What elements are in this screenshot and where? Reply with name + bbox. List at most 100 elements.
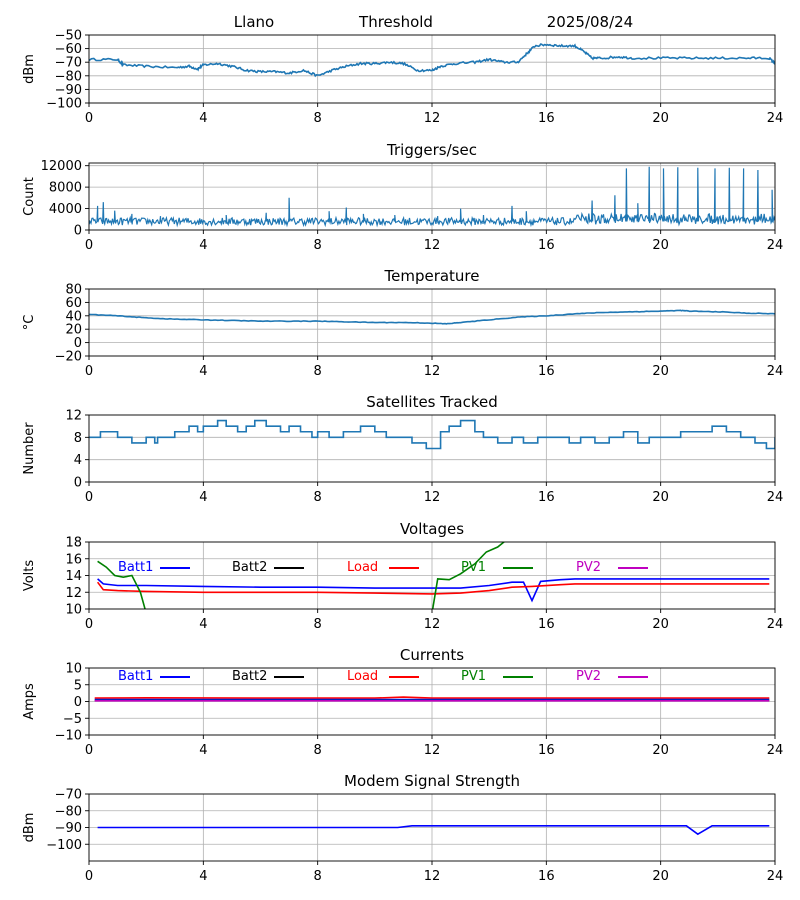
header-date: 2025/08/24 [547, 13, 633, 31]
y-axis-label: Volts [22, 560, 37, 592]
x-tick-label: 20 [652, 364, 669, 379]
y-tick-label: 0 [74, 336, 82, 351]
x-tick-label: 8 [314, 364, 322, 379]
legend-label-pv1: PV1 [461, 560, 486, 575]
chart-title: Satellites Tracked [366, 393, 497, 411]
y-axis-label: °C [22, 315, 37, 331]
y-tick-label: 16 [65, 552, 82, 567]
y-tick-label: −80 [55, 69, 82, 84]
x-tick-label: 8 [314, 111, 322, 126]
series-line-pv1b [431, 542, 506, 609]
y-axis-label: dBm [22, 54, 37, 84]
y-tick-label: 14 [65, 569, 82, 584]
x-tick-label: 4 [199, 238, 207, 253]
y-tick-label: 80 [65, 283, 82, 298]
x-tick-label: 16 [538, 743, 555, 758]
y-tick-label: −5 [63, 712, 82, 727]
x-tick-label: 4 [199, 111, 207, 126]
legend-label-batt2: Batt2 [232, 669, 267, 684]
plot-area [97, 825, 770, 836]
y-tick-label: −90 [55, 821, 82, 836]
y-tick-label: 0 [74, 476, 82, 491]
x-tick-label: 20 [652, 490, 669, 505]
x-tick-label: 24 [767, 111, 784, 126]
x-tick-label: 8 [314, 869, 322, 884]
y-tick-label: 5 [74, 678, 82, 693]
y-tick-label: 10 [65, 662, 82, 677]
x-tick-label: 8 [314, 490, 322, 505]
y-tick-label: 12000 [41, 159, 82, 174]
x-tick-label: 24 [767, 869, 784, 884]
x-tick-label: 4 [199, 743, 207, 758]
legend-label-pv2: PV2 [576, 669, 601, 684]
x-tick-label: 16 [538, 238, 555, 253]
x-tick-label: 0 [85, 238, 93, 253]
series-line-load [94, 696, 770, 699]
plot-area [94, 696, 770, 702]
header-type: Threshold [358, 13, 433, 31]
series-line-data [89, 419, 775, 450]
y-tick-label: −60 [55, 42, 82, 57]
x-tick-label: 16 [538, 869, 555, 884]
chart-title: Modem Signal Strength [344, 772, 520, 790]
x-tick-label: 24 [767, 364, 784, 379]
x-tick-label: 8 [314, 617, 322, 632]
y-tick-label: 8 [74, 431, 82, 446]
plot-area [89, 309, 775, 325]
x-tick-label: 4 [199, 490, 207, 505]
series-line-pv1 [97, 560, 146, 609]
x-tick-label: 16 [538, 617, 555, 632]
x-tick-label: 4 [199, 617, 207, 632]
series-line-data [97, 825, 770, 836]
y-tick-label: 18 [65, 536, 82, 551]
plot-area [89, 43, 775, 78]
series-line-triggers [89, 166, 775, 228]
y-tick-label: 4000 [49, 202, 82, 217]
chart-title: Currents [400, 646, 464, 664]
x-tick-label: 8 [314, 743, 322, 758]
x-tick-label: 12 [424, 364, 441, 379]
y-tick-label: 12 [65, 409, 82, 424]
x-tick-label: 24 [767, 743, 784, 758]
chart-title: Triggers/sec [386, 141, 477, 159]
x-tick-label: 24 [767, 617, 784, 632]
series-line-data [89, 43, 775, 78]
x-tick-label: 12 [424, 743, 441, 758]
x-tick-label: 16 [538, 364, 555, 379]
x-tick-label: 20 [652, 617, 669, 632]
y-tick-label: 0 [74, 224, 82, 239]
y-tick-label: −100 [46, 838, 82, 853]
x-tick-label: 0 [85, 617, 93, 632]
y-tick-label: 12 [65, 586, 82, 601]
plot-area [89, 419, 775, 450]
legend-label-pv1: PV1 [461, 669, 486, 684]
y-axis-label: Number [22, 422, 37, 475]
x-tick-label: 0 [85, 743, 93, 758]
y-tick-label: −10 [55, 729, 82, 744]
x-tick-label: 16 [538, 490, 555, 505]
x-tick-label: 0 [85, 111, 93, 126]
chart-title: Temperature [383, 267, 479, 285]
y-tick-label: −100 [46, 97, 82, 112]
chart-panel-5: 0 4 8 12 16 20 24 −10 −5 0 510 Currents Amps Batt1 Bat… [22, 646, 783, 758]
y-tick-label: 10 [65, 603, 82, 618]
chart-panel-1: 0 4 8 12 16 20 24 0 4000 8000 12000 Triggers/sec Cou… [22, 141, 783, 253]
x-tick-label: 0 [85, 490, 93, 505]
y-tick-label: −70 [55, 56, 82, 71]
legend-label-load: Load [347, 560, 378, 575]
y-tick-label: −90 [55, 83, 82, 98]
legend-label-batt2: Batt2 [232, 560, 267, 575]
y-tick-label: 4 [74, 453, 82, 468]
chart-panel-3: 0 4 8 12 16 20 24 0 4 8 12 Satellites Tracked Number [22, 393, 783, 505]
x-tick-label: 12 [424, 617, 441, 632]
x-tick-label: 4 [199, 364, 207, 379]
y-tick-label: −80 [55, 804, 82, 819]
x-tick-label: 8 [314, 238, 322, 253]
y-axis-label: Count [22, 177, 37, 216]
legend-label-batt1: Batt1 [118, 560, 153, 575]
y-tick-label: 40 [65, 309, 82, 324]
x-tick-label: 20 [652, 869, 669, 884]
x-tick-label: 20 [652, 111, 669, 126]
